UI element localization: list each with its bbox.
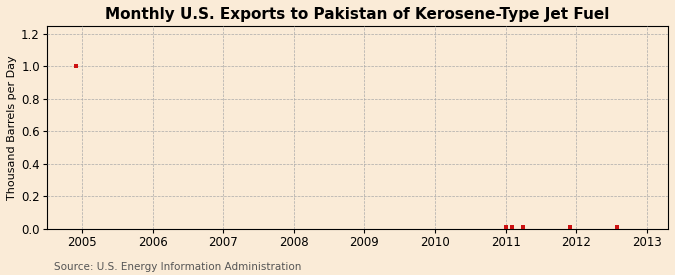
Point xyxy=(565,225,576,229)
Title: Monthly U.S. Exports to Pakistan of Kerosene-Type Jet Fuel: Monthly U.S. Exports to Pakistan of Kero… xyxy=(105,7,610,22)
Point xyxy=(518,225,529,229)
Point xyxy=(612,225,623,229)
Y-axis label: Thousand Barrels per Day: Thousand Barrels per Day xyxy=(7,55,17,200)
Point xyxy=(71,64,82,69)
Text: Source: U.S. Energy Information Administration: Source: U.S. Energy Information Administ… xyxy=(54,262,301,272)
Point xyxy=(506,225,517,229)
Point xyxy=(500,225,511,229)
